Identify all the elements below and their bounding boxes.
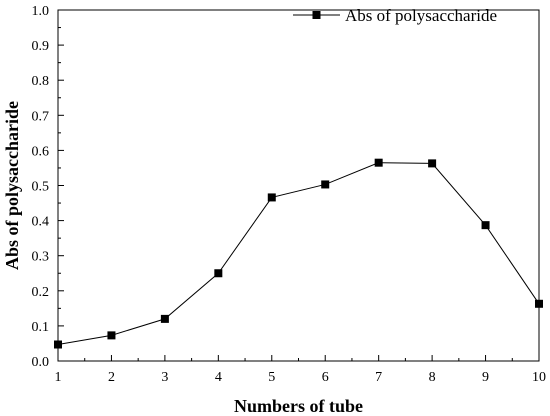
y-tick-label: 0.9 xyxy=(32,39,50,54)
data-point-marker xyxy=(107,331,116,340)
y-tick-label: 1.0 xyxy=(32,4,50,19)
plot-frame xyxy=(57,9,540,362)
x-axis-title: Numbers of tube xyxy=(234,396,363,416)
y-axis-title: Abs of polysaccharide xyxy=(2,101,22,270)
x-tick-label: 9 xyxy=(482,370,489,385)
data-point-marker xyxy=(481,221,490,230)
x-tick-label: 7 xyxy=(375,370,382,385)
x-tick-label: 6 xyxy=(322,370,329,385)
data-point-marker xyxy=(160,314,169,323)
x-tick-label: 5 xyxy=(268,370,275,385)
data-point-marker xyxy=(214,269,223,278)
x-tick-label: 8 xyxy=(429,370,436,385)
y-tick-label: 0.0 xyxy=(32,355,50,370)
y-tick-label: 0.5 xyxy=(32,180,50,195)
x-tick-label: 2 xyxy=(108,370,115,385)
y-tick-label: 0.1 xyxy=(32,320,50,335)
data-point-marker xyxy=(374,158,383,167)
data-point-marker xyxy=(321,180,330,189)
x-tick-label: 3 xyxy=(161,370,168,385)
series-line xyxy=(57,162,540,345)
legend-label: Abs of polysaccharide xyxy=(345,6,497,25)
y-tick-label: 0.7 xyxy=(32,109,50,124)
x-tick-label: 4 xyxy=(215,370,222,385)
data-point-marker xyxy=(428,159,437,168)
x-tick-label: 10 xyxy=(532,370,546,385)
y-tick-label: 0.3 xyxy=(32,250,50,265)
y-tick-label: 0.2 xyxy=(32,285,50,300)
y-tick-label: 0.8 xyxy=(32,74,50,89)
legend-marker xyxy=(312,11,321,19)
y-tick-label: 0.6 xyxy=(32,144,50,159)
y-tick-label: 0.4 xyxy=(32,215,50,230)
tick-labels: 0.0 0.1 0.2 0.3 0.4 0.5 0.6 0.7 0.8 0.9 1.0 1 2 3 4 5 6 7… xyxy=(32,4,547,385)
data-point-marker xyxy=(267,193,276,202)
legend: Abs of polysaccharide xyxy=(293,6,497,25)
x-tick-label: 1 xyxy=(55,370,62,385)
